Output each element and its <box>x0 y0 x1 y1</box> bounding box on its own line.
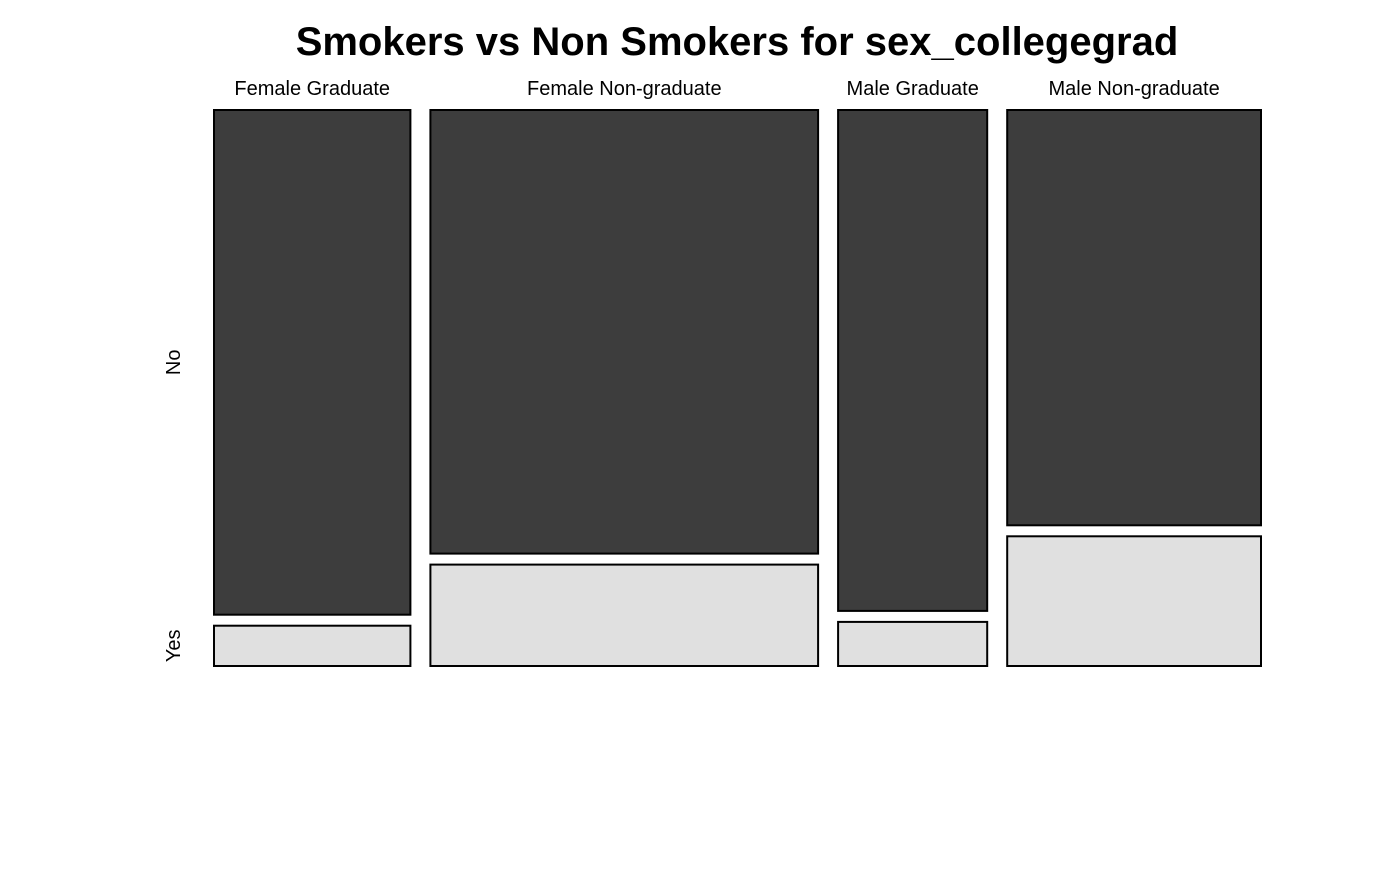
tile-no-4 <box>1006 109 1263 527</box>
tile-no-3 <box>837 109 989 612</box>
tile-yes-2 <box>429 563 820 667</box>
tile-yes-4 <box>1006 535 1263 667</box>
column-label-2: Female Non-graduate <box>527 78 722 100</box>
column-label-3: Male Graduate <box>847 78 979 100</box>
mosaic-tiles <box>213 109 1263 668</box>
chart-title: Smokers vs Non Smokers for sex_collegegr… <box>296 20 1179 64</box>
row-labels: No Yes <box>163 350 185 663</box>
tile-no-2 <box>429 109 820 555</box>
tile-no-1 <box>213 109 412 616</box>
row-label-yes: Yes <box>163 629 185 662</box>
column-label-1: Female Graduate <box>234 78 390 100</box>
column-label-4: Male Non-graduate <box>1048 78 1219 100</box>
row-label-no: No <box>163 350 185 376</box>
tile-yes-1 <box>213 624 412 668</box>
column-labels: Female Graduate Female Non-graduate Male G… <box>234 78 1219 100</box>
tile-yes-3 <box>837 620 989 668</box>
